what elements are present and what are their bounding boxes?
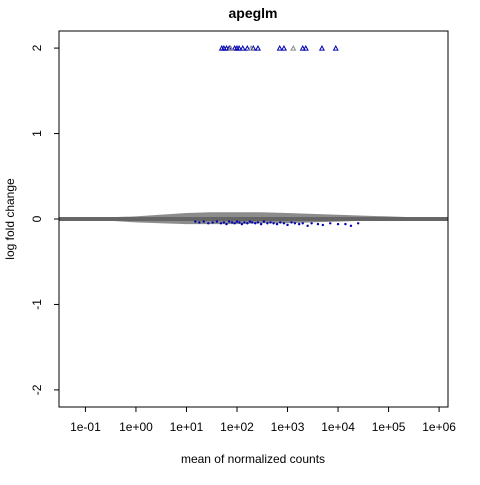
x-axis-label: mean of normalized counts	[181, 452, 325, 466]
significant-point	[240, 222, 244, 226]
significant-point	[293, 222, 297, 225]
out-of-range-triangle	[244, 45, 251, 51]
significant-point	[238, 221, 241, 224]
x-tick-label: 1e-01	[70, 420, 101, 434]
significant-point	[230, 221, 234, 224]
significant-point	[329, 222, 332, 225]
x-tick-label: 1e+00	[119, 420, 153, 434]
y-tick-label: 1	[30, 130, 44, 137]
significant-point	[254, 222, 257, 225]
out-of-range-triangle	[318, 45, 325, 51]
significant-point	[272, 222, 275, 225]
significant-point	[269, 221, 272, 224]
out-of-range-triangle	[239, 45, 246, 51]
out-of-range-triangle	[290, 45, 297, 51]
significant-point	[286, 223, 289, 227]
significant-point	[227, 220, 231, 223]
significant-point	[275, 222, 279, 226]
significant-point	[248, 220, 252, 223]
x-tick-label: 1e+04	[321, 420, 355, 434]
significant-point	[344, 222, 347, 226]
out-of-range-triangle	[302, 45, 309, 51]
significant-point	[246, 222, 249, 225]
out-of-range-triangle	[236, 45, 243, 51]
out-of-range-triangle	[332, 45, 339, 51]
out-of-range-triangle	[248, 45, 255, 51]
significant-point	[316, 222, 320, 226]
out-of-range-triangle	[280, 45, 288, 51]
x-tick-label: 1e+05	[372, 420, 406, 434]
significant-point	[310, 222, 313, 225]
significant-point	[225, 222, 228, 226]
significant-point	[321, 223, 325, 227]
x-tick-label: 1e+06	[422, 420, 456, 434]
out-of-range-triangle	[276, 45, 283, 51]
significant-point	[290, 221, 293, 224]
significant-point	[262, 220, 266, 223]
significant-point	[356, 222, 360, 225]
significant-point	[282, 222, 286, 225]
significant-point	[301, 222, 304, 225]
significant-point	[266, 222, 269, 225]
x-tick-label: 1e+01	[170, 420, 204, 434]
y-tick-label: -1	[30, 299, 44, 310]
significant-point	[243, 221, 246, 224]
y-tick-label: 0	[30, 215, 44, 222]
significant-point	[259, 222, 263, 226]
y-tick-label: -2	[30, 384, 44, 395]
chart-title: apeglm	[228, 5, 277, 21]
x-tick-label: 1e+02	[220, 420, 254, 434]
significant-point	[198, 221, 201, 224]
significant-point	[211, 221, 214, 224]
x-tick-label: 1e+03	[271, 420, 305, 434]
out-of-range-triangle	[227, 45, 234, 51]
y-axis-label: log fold change	[3, 178, 17, 260]
significant-point	[336, 222, 340, 226]
significant-point	[233, 222, 236, 225]
plot-frame	[58, 30, 449, 408]
significant-point	[256, 221, 260, 224]
significant-point	[251, 221, 254, 224]
out-of-range-triangle	[254, 45, 262, 51]
significant-point	[222, 221, 226, 224]
significant-point	[194, 220, 197, 223]
significant-point	[207, 222, 210, 225]
significant-point	[306, 224, 309, 228]
significant-point	[215, 220, 219, 223]
significant-point	[202, 220, 205, 223]
significant-point	[219, 222, 223, 225]
plot-marks	[59, 45, 448, 228]
axes: 1e-01 1e+00 1e+01 1e+02 1e+03 1e+04 1e+05 1e+06…	[30, 44, 456, 434]
out-of-range-triangle	[299, 45, 306, 51]
significant-point	[349, 224, 353, 228]
significant-point	[297, 222, 301, 226]
y-tick-label: 2	[30, 44, 44, 51]
significant-point	[279, 221, 282, 224]
significant-point	[235, 220, 239, 223]
